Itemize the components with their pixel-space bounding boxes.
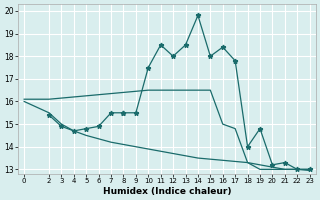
X-axis label: Humidex (Indice chaleur): Humidex (Indice chaleur) (103, 187, 231, 196)
